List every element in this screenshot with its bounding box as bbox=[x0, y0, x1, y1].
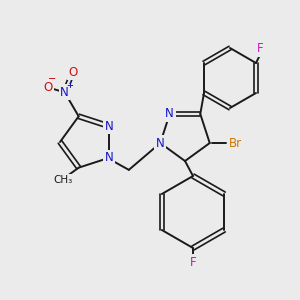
Text: O: O bbox=[68, 66, 77, 79]
Text: O: O bbox=[43, 81, 52, 94]
Text: CH₃: CH₃ bbox=[53, 175, 72, 185]
Text: O: O bbox=[43, 81, 52, 94]
Text: +: + bbox=[66, 81, 73, 90]
Text: N: N bbox=[165, 107, 174, 121]
Text: −: − bbox=[48, 74, 56, 84]
Text: −: − bbox=[48, 74, 56, 84]
Text: CH₃: CH₃ bbox=[53, 175, 72, 185]
Text: Br: Br bbox=[229, 136, 242, 149]
Text: +: + bbox=[66, 81, 73, 90]
Text: F: F bbox=[190, 256, 196, 268]
Text: N: N bbox=[104, 120, 113, 133]
Text: F: F bbox=[190, 256, 196, 268]
Text: N: N bbox=[104, 120, 113, 133]
Text: N: N bbox=[104, 152, 113, 164]
Text: O: O bbox=[68, 66, 77, 79]
Text: N: N bbox=[165, 107, 174, 121]
Text: N: N bbox=[60, 86, 69, 99]
Text: N: N bbox=[104, 152, 113, 164]
Text: N: N bbox=[156, 136, 165, 149]
Text: N: N bbox=[156, 136, 165, 149]
Text: Br: Br bbox=[229, 136, 242, 149]
Text: F: F bbox=[257, 43, 263, 56]
Text: F: F bbox=[257, 43, 263, 56]
Text: N: N bbox=[60, 86, 69, 99]
